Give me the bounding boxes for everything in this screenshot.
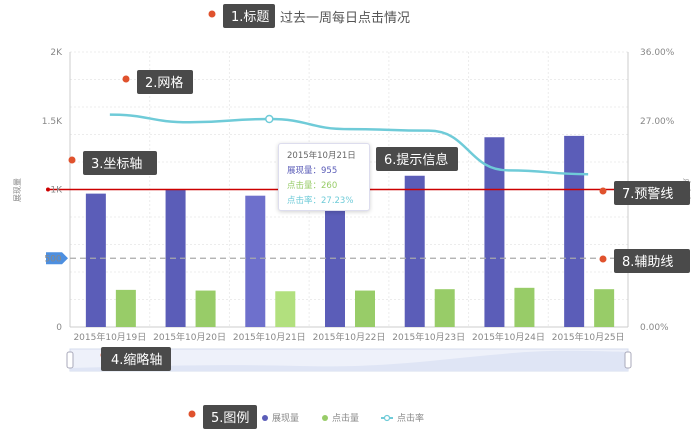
y-left-tick-label: 0	[56, 323, 62, 333]
tooltip-impressions: 展现量：955	[287, 166, 338, 176]
callout-label-warning: 7.预警线	[622, 186, 673, 202]
callout-tooltip	[376, 147, 458, 171]
callout-aux	[614, 249, 690, 273]
callout-axis	[83, 151, 157, 175]
tooltip-date: 2015年10月21日	[287, 151, 356, 161]
callout-warning	[614, 181, 690, 205]
bar-clicks	[115, 289, 136, 327]
x-ticks: 2015年10月19日 2015年10月20日 2015年10月21日 2015年10…	[73, 331, 624, 343]
bar-clicks	[195, 290, 216, 327]
warning-line-start	[46, 187, 50, 192]
x-tick-label: 2015年10月20日	[153, 331, 226, 343]
rate-line-group	[109, 113, 589, 176]
bar-clicks	[594, 289, 615, 327]
callouts: 1.标题 2.网格 3.坐标轴 4.缩略轴 5.图例 6.提示信息 7.预警线 …	[68, 4, 690, 429]
bar-impressions	[564, 135, 585, 327]
callout-label-axis: 3.坐标轴	[91, 157, 142, 172]
y-right-tick-label: 27.00%	[640, 117, 675, 127]
legend-ctr-dot	[383, 414, 391, 422]
legend-item-clicks[interactable]: 点击量	[332, 412, 359, 424]
x-tick-label: 2015年10月19日	[73, 331, 146, 343]
callout-dot-aux	[599, 255, 607, 263]
x-tick-label: 2015年10月23日	[392, 331, 465, 343]
legend[interactable]: 展现量 点击量 点击率	[262, 412, 424, 424]
tooltip: 2015年10月21日 展现量：955 点击量：260 点击率：27.23%	[278, 143, 370, 211]
bar-impressions	[245, 195, 266, 327]
y-left-tick-label: 2K	[50, 48, 63, 58]
callout-label-aux: 8.辅助线	[622, 255, 673, 270]
x-tick-label: 2015年10月25日	[552, 331, 625, 343]
tooltip-clicks: 点击量：260	[287, 181, 338, 191]
callout-label-legend: 5.图例	[211, 411, 249, 426]
y-left-tick-label: 1.5K	[42, 117, 63, 127]
callout-dot-grid	[122, 75, 130, 83]
callout-dot-axis	[68, 156, 76, 164]
bar-impressions	[404, 175, 425, 327]
bar-impressions	[325, 210, 345, 327]
bar-clicks	[514, 287, 535, 327]
callout-label-grid: 2.网格	[145, 75, 183, 91]
datazoom-handle-left[interactable]	[66, 351, 74, 369]
y-left-axis-label: 展现量	[13, 178, 22, 202]
bar-clicks	[275, 291, 296, 327]
callout-legend	[203, 405, 257, 429]
callout-label-tooltip: 6.提示信息	[384, 152, 448, 168]
callout-dot-title	[208, 10, 216, 18]
y-right-tick-label: 36.00%	[640, 48, 675, 58]
rate-point-highlight	[265, 114, 274, 124]
warning-line-label: 1K	[50, 186, 63, 196]
tooltip-ctr: 点击率：27.23%	[287, 196, 354, 206]
bar-clicks	[355, 290, 375, 327]
callout-datazoom	[101, 347, 171, 371]
bar-impressions	[85, 193, 106, 327]
datazoom-handle-right[interactable]	[624, 351, 632, 369]
callout-dot-warning	[599, 187, 607, 195]
legend-clicks-marker	[322, 415, 328, 421]
aux-line-label: 500	[44, 254, 61, 264]
x-tick-label: 2015年10月22日	[313, 331, 386, 343]
callout-grid	[137, 70, 193, 94]
y-left-ticks: 0 1.5K 2K	[42, 48, 63, 333]
callout-dot-legend	[188, 410, 196, 418]
bars	[85, 135, 615, 327]
legend-item-impressions[interactable]: 展现量	[272, 413, 299, 424]
callout-title	[223, 4, 275, 28]
legend-impressions-marker	[262, 415, 268, 421]
datazoom-preview-area	[70, 350, 628, 371]
bar-clicks	[434, 289, 455, 327]
bar-impressions	[484, 137, 505, 327]
chart-title: 过去一周每日点击情况	[280, 10, 410, 26]
x-tick-label: 2015年10月24日	[472, 331, 545, 343]
callout-label-title: 1.标题	[231, 10, 269, 25]
rate-line	[109, 113, 589, 176]
legend-item-ctr[interactable]: 点击率	[397, 412, 424, 424]
y-right-tick-label: 0.00%	[640, 323, 669, 333]
x-tick-label: 2015年10月21日	[233, 331, 306, 343]
callout-label-datazoom: 4.缩略轴	[111, 352, 162, 368]
datazoom[interactable]	[66, 348, 632, 372]
aux-line-badge	[46, 252, 68, 265]
